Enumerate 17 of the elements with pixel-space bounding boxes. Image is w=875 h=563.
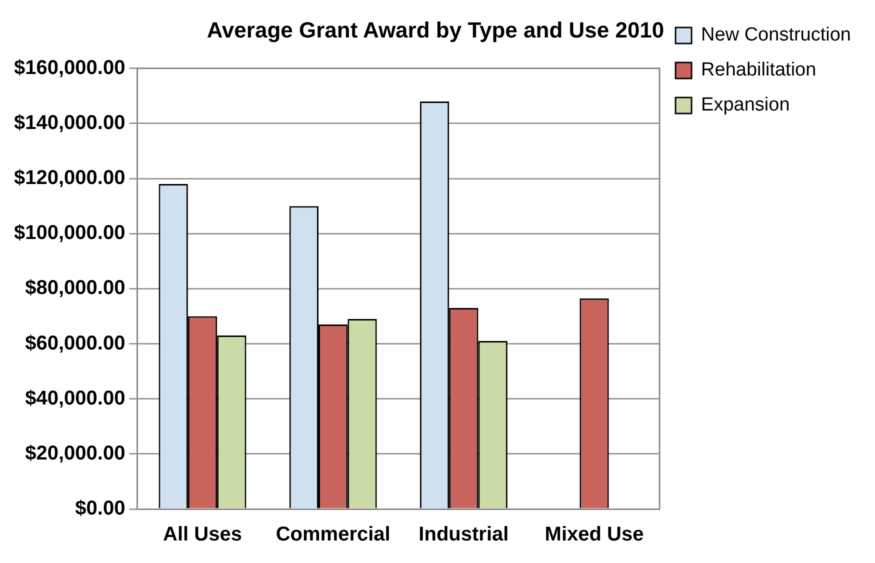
y-tick-label: $40,000.00 bbox=[25, 387, 126, 410]
y-tick-label: $60,000.00 bbox=[25, 332, 126, 354]
y-tick-label: $140,000.00 bbox=[14, 112, 126, 134]
y-tick-label: $100,000.00 bbox=[14, 222, 126, 244]
legend-label: Rehabilitation bbox=[701, 60, 816, 81]
x-tick-label: Industrial bbox=[418, 524, 509, 546]
y-tick-label: $120,000.00 bbox=[14, 167, 126, 190]
y-tick-label: $20,000.00 bbox=[25, 442, 126, 464]
legend-label: New Construction bbox=[701, 24, 852, 46]
x-tick-label: Mixed Use bbox=[544, 524, 644, 546]
x-tick-label: All Uses bbox=[163, 524, 242, 546]
x-tick-label: Commercial bbox=[276, 524, 390, 546]
y-tick-label: $160,000.00 bbox=[14, 56, 126, 79]
y-tick-label: $80,000.00 bbox=[25, 277, 126, 300]
legend-label: Expansion bbox=[701, 94, 790, 116]
y-tick-label: $0.00 bbox=[75, 498, 126, 520]
chart-title: Average Grant Award by Type and Use 2010 bbox=[206, 17, 664, 42]
